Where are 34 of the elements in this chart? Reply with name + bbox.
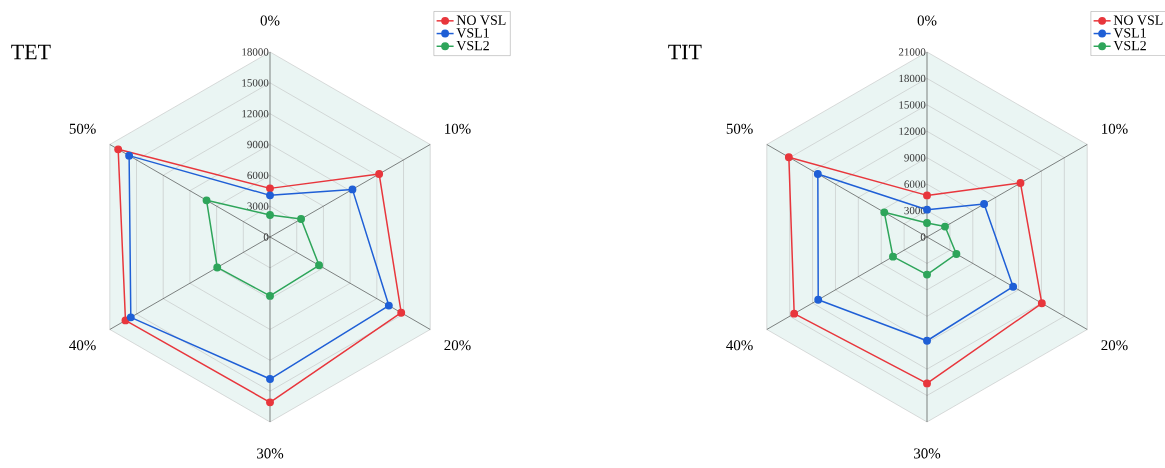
spoke-label: 50% xyxy=(69,123,96,134)
spoke-label: 30% xyxy=(257,448,284,459)
spoke-label: 10% xyxy=(445,123,471,134)
spoke-label: 20% xyxy=(1101,340,1128,351)
legend-label: NO VSL xyxy=(1113,15,1163,25)
y-tick-label: 6000 xyxy=(904,180,926,188)
legend-label: VSL1 xyxy=(1113,28,1146,38)
y-tick-label: 9000 xyxy=(247,140,269,149)
spoke-label: 40% xyxy=(69,340,96,351)
spoke-label: 40% xyxy=(726,340,753,351)
spoke-label: 50% xyxy=(726,123,753,134)
legend-label: VSL2 xyxy=(1113,40,1146,51)
y-tick-label: 21000 xyxy=(898,48,926,56)
y-tick-label: 15000 xyxy=(899,101,926,109)
y-tick-label: 12000 xyxy=(242,109,269,118)
y-tick-label: 3000 xyxy=(247,202,269,210)
y-tick-label: 0 xyxy=(920,233,926,241)
spoke-label: 20% xyxy=(444,340,471,351)
y-tick-label: 9000 xyxy=(904,154,926,162)
legend-label: NO VSL xyxy=(456,15,506,25)
text: TET xyxy=(11,44,51,60)
legend-label: VSL2 xyxy=(456,40,489,51)
y-tick-label: 15000 xyxy=(242,79,269,87)
legend-label: VSL1 xyxy=(456,28,489,38)
y-tick-label: 18000 xyxy=(242,48,269,56)
spoke-label: 0% xyxy=(260,15,280,26)
y-tick-label: 6000 xyxy=(247,171,269,180)
y-tick-label: 18000 xyxy=(899,74,926,83)
spoke-label: 30% xyxy=(914,448,941,459)
y-tick-label: 0 xyxy=(263,233,269,241)
text: TIT xyxy=(668,44,702,60)
spoke-label: 10% xyxy=(1102,123,1128,134)
spoke-label: 0% xyxy=(917,15,937,26)
y-tick-label: 12000 xyxy=(899,127,926,135)
